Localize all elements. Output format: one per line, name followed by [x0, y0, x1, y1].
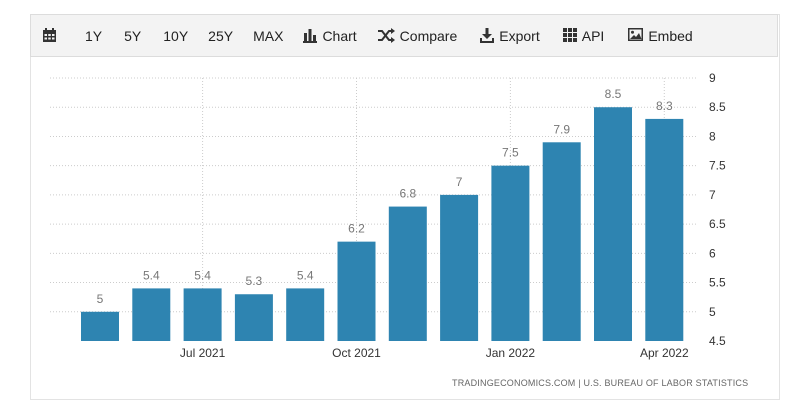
bar — [542, 142, 581, 341]
bar — [337, 241, 376, 341]
data-label: 5.3 — [246, 274, 263, 288]
chart-type-button[interactable]: Chart — [303, 27, 357, 44]
data-label: 8.5 — [605, 87, 622, 101]
bar — [234, 294, 273, 341]
bar — [645, 118, 684, 342]
chart-toolbar: 1Y 5Y 10Y 25Y MAX Chart Compare Export A… — [30, 14, 778, 57]
calendar-icon — [42, 27, 58, 44]
x-tick-label: Jul 2021 — [180, 346, 226, 360]
data-label: 5.4 — [143, 268, 160, 282]
compare-label: Compare — [399, 27, 458, 44]
x-tick-label: Apr 2022 — [640, 346, 689, 360]
data-label: 5 — [97, 292, 104, 306]
bar — [132, 288, 171, 341]
bar — [286, 288, 325, 341]
shuffle-icon — [377, 27, 395, 44]
range-25y-button[interactable]: 25Y — [208, 27, 234, 44]
bar — [491, 165, 530, 341]
y-tick-label: 5 — [709, 305, 716, 319]
y-tick-label: 6 — [709, 246, 716, 260]
calendar-button[interactable] — [42, 27, 63, 44]
data-label: 5.4 — [194, 268, 211, 282]
bar-chart-icon — [303, 28, 318, 44]
embed-button[interactable]: Embed — [628, 27, 693, 44]
bar — [440, 194, 479, 341]
data-label: 7 — [456, 175, 463, 189]
data-label: 6.8 — [399, 187, 416, 201]
grid-icon — [562, 27, 577, 44]
range-5y-button[interactable]: 5Y — [124, 27, 142, 44]
y-tick-label: 4.5 — [709, 334, 726, 348]
y-tick-label: 5.5 — [709, 276, 726, 290]
export-button[interactable]: Export — [480, 27, 540, 44]
chart-type-label: Chart — [322, 27, 357, 44]
api-button[interactable]: API — [562, 27, 605, 44]
bar — [81, 311, 119, 341]
source-footer: TRADINGECONOMICS.COM | U.S. BUREAU OF LA… — [452, 378, 749, 388]
data-label: 7.9 — [553, 122, 570, 136]
download-icon — [480, 27, 495, 44]
range-max-button[interactable]: MAX — [253, 27, 284, 44]
y-tick-label: 9 — [709, 71, 716, 85]
data-label: 6.2 — [348, 222, 365, 236]
embed-label: Embed — [648, 27, 693, 44]
data-label: 7.5 — [502, 146, 519, 160]
y-tick-label: 6.5 — [709, 217, 726, 231]
compare-button[interactable]: Compare — [377, 27, 458, 44]
y-tick-label: 7 — [709, 188, 716, 202]
range-1y-button[interactable]: 1Y — [85, 27, 103, 44]
range-10y-button[interactable]: 10Y — [163, 27, 189, 44]
api-label: API — [581, 27, 605, 44]
x-tick-label: Jan 2022 — [486, 346, 536, 360]
image-icon — [628, 27, 644, 44]
x-tick-label: Oct 2021 — [332, 346, 381, 360]
bar — [594, 107, 632, 341]
bar — [183, 288, 222, 341]
y-tick-label: 7.5 — [709, 159, 726, 173]
y-tick-label: 8.5 — [709, 100, 726, 114]
data-label: 5.4 — [297, 268, 314, 282]
bar — [388, 206, 427, 341]
export-label: Export — [499, 27, 540, 44]
data-label: 8.3 — [656, 99, 673, 113]
y-tick-label: 8 — [709, 129, 716, 143]
